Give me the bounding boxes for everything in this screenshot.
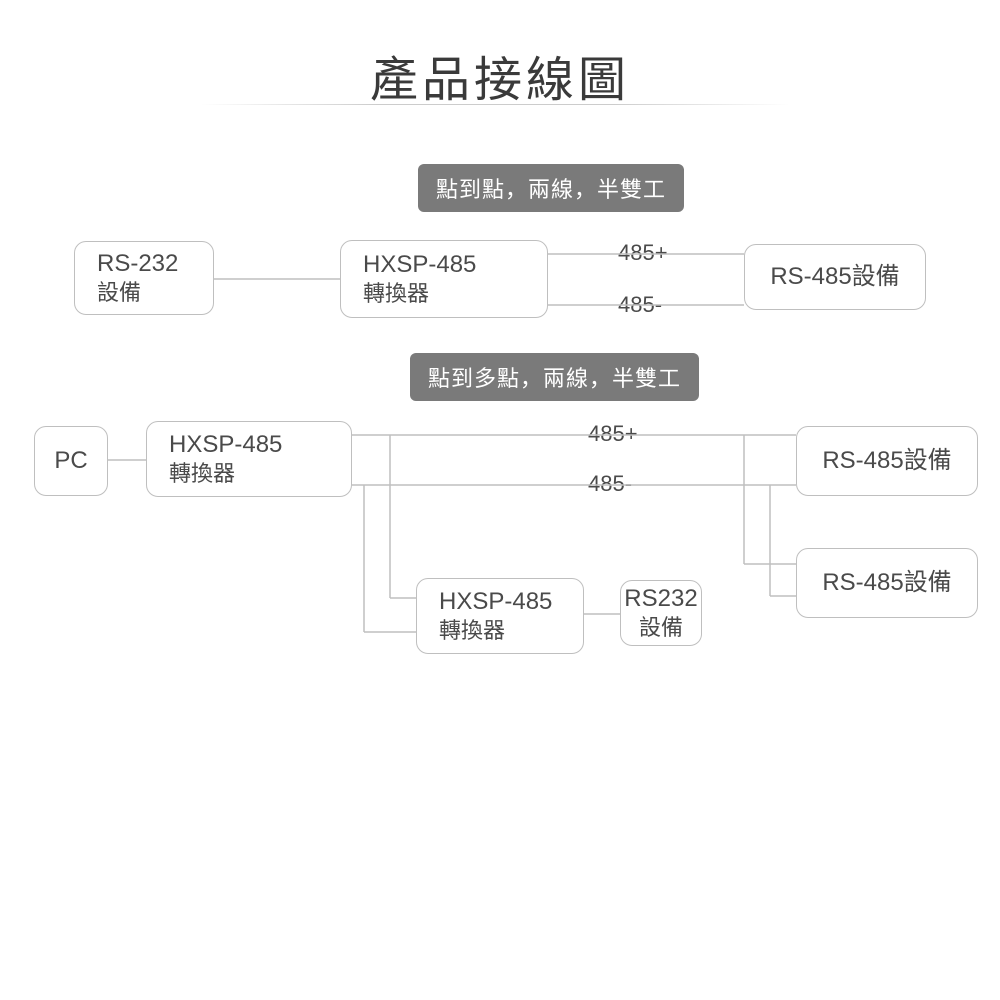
badge-point-to-multipoint: 點到多點，兩線，半雙工: [410, 353, 699, 401]
diagram-title: 產品接線圖: [0, 40, 1000, 110]
node-converter-1: HXSP-485 轉換器: [340, 240, 548, 318]
node-converter-2a: HXSP-485 轉換器: [146, 421, 352, 497]
node-label: HXSP-485: [169, 430, 351, 460]
node-label: HXSP-485: [363, 250, 547, 280]
node-sublabel: 設備: [639, 614, 683, 642]
node-rs485-device-2a: RS-485設備: [796, 426, 978, 496]
node-rs485-device-2b: RS-485設備: [796, 548, 978, 618]
node-label: RS232: [624, 584, 697, 614]
node-rs232-device-2: RS232 設備: [620, 580, 702, 646]
wire-label-485plus-2: 485+: [582, 421, 644, 447]
wire-label-485minus-1: 485-: [612, 292, 668, 318]
node-label: RS-485設備: [822, 446, 951, 476]
node-sublabel: 轉換器: [439, 617, 583, 645]
badge-point-to-point: 點到點，兩線，半雙工: [418, 164, 684, 212]
node-label: HXSP-485: [439, 587, 583, 617]
node-rs485-device-1: RS-485設備: [744, 244, 926, 310]
node-rs232-device-1: RS-232 設備: [74, 241, 214, 315]
node-label: RS-232: [97, 249, 213, 279]
node-sublabel: 轉換器: [363, 280, 547, 308]
node-label: RS-485設備: [822, 568, 951, 598]
node-converter-2b: HXSP-485 轉換器: [416, 578, 584, 654]
node-label: PC: [54, 446, 87, 476]
node-sublabel: 轉換器: [169, 460, 351, 488]
node-label: RS-485設備: [770, 262, 899, 292]
wire-label-485plus-1: 485+: [612, 240, 674, 266]
node-sublabel: 設備: [97, 279, 213, 307]
wire-label-485minus-2: 485-: [582, 471, 638, 497]
node-pc: PC: [34, 426, 108, 496]
wiring-layer: [0, 0, 1000, 1000]
title-underline: [200, 104, 790, 105]
